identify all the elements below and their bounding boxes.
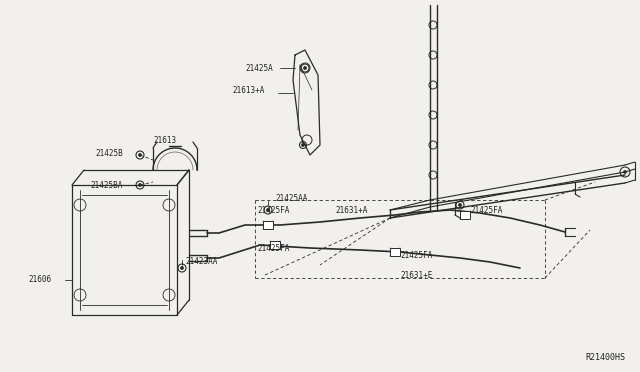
Circle shape [458,203,461,206]
Text: 21613: 21613 [153,135,176,144]
Text: R21400HS: R21400HS [585,353,625,362]
Text: 21606: 21606 [28,276,51,285]
Text: 21425FA: 21425FA [470,205,502,215]
Text: 21425FA: 21425FA [400,251,433,260]
Circle shape [138,154,141,157]
Text: 21613+A: 21613+A [232,86,264,94]
Circle shape [623,170,627,173]
Bar [390,248,400,256]
Circle shape [266,208,269,212]
Bar [263,221,273,229]
Text: 21425A: 21425A [245,64,273,73]
Circle shape [303,67,307,70]
Bar [270,241,280,249]
Circle shape [301,144,305,147]
Text: 21423AA: 21423AA [185,257,218,266]
Circle shape [180,266,184,269]
Circle shape [138,183,141,186]
Bar [460,211,470,219]
Text: 21425AA: 21425AA [275,193,307,202]
Text: 21631+A: 21631+A [335,205,367,215]
Text: 21425B: 21425B [95,148,123,157]
Text: 21425BA: 21425BA [90,180,122,189]
Text: 21425FA: 21425FA [257,205,289,215]
Text: 21631+E: 21631+E [400,270,433,279]
Text: 21425FA: 21425FA [257,244,289,253]
